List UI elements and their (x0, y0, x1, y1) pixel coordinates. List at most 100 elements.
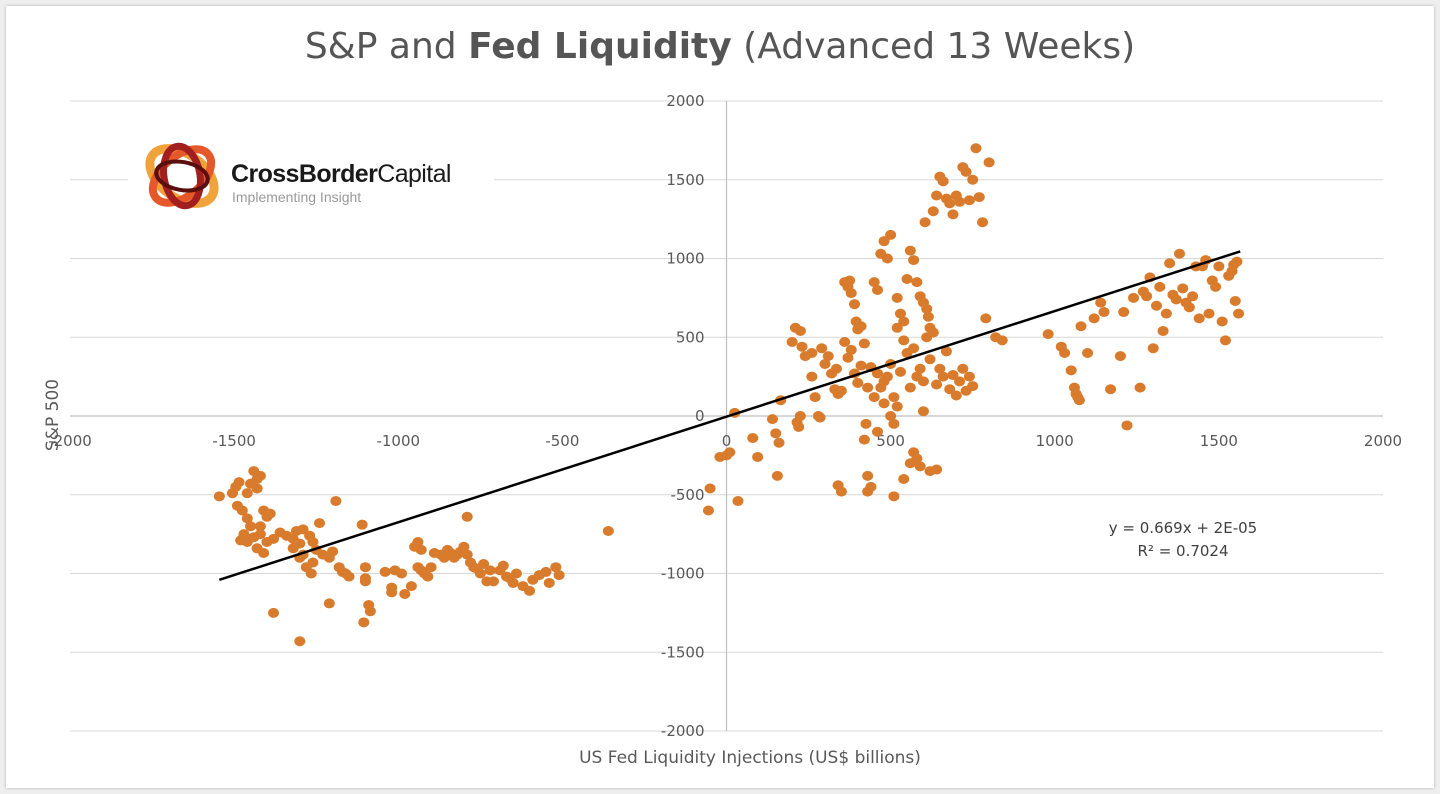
data-point (970, 143, 982, 154)
data-point (839, 336, 851, 347)
data-point (724, 447, 736, 458)
data-point (1233, 308, 1245, 319)
data-point (359, 562, 371, 573)
data-point (415, 544, 427, 555)
data-point (1073, 395, 1085, 406)
data-point (213, 491, 225, 502)
data-point (919, 217, 931, 228)
data-point (924, 322, 936, 333)
data-point (484, 565, 496, 576)
data-point (550, 562, 562, 573)
data-point (773, 437, 785, 448)
trend-r-squared: R² = 0.7024 (1137, 542, 1228, 560)
y-tick-label: 0 (695, 407, 705, 425)
title-prefix: S&P and (304, 26, 469, 67)
title-suffix: (Advanced 13 Weeks) (731, 26, 1136, 67)
data-point (868, 392, 880, 403)
data-point (702, 505, 714, 516)
data-point (330, 496, 342, 507)
data-point (1151, 300, 1163, 311)
data-point (1075, 321, 1087, 332)
data-point (862, 470, 874, 481)
data-point (868, 277, 880, 288)
data-point (1134, 382, 1146, 393)
data-point (954, 196, 966, 207)
data-point (1141, 291, 1153, 302)
data-point (1183, 302, 1195, 313)
data-point (950, 390, 962, 401)
y-tick-label: 500 (676, 328, 705, 346)
data-point (343, 571, 355, 582)
data-point (1147, 343, 1159, 354)
data-point (954, 376, 966, 387)
data-point (927, 206, 939, 217)
data-point (858, 338, 870, 349)
data-point (822, 351, 834, 362)
data-point (300, 562, 312, 573)
data-point (258, 548, 270, 559)
data-point (704, 483, 716, 494)
x-tick-label: 0 (722, 432, 732, 450)
data-point (814, 412, 826, 423)
data-point (1213, 261, 1225, 272)
data-point (254, 521, 266, 532)
data-point (894, 366, 906, 377)
data-point (323, 598, 335, 609)
data-point (881, 253, 893, 264)
data-point (917, 406, 929, 417)
logo-tagline: Implementing Insight (232, 189, 362, 205)
data-point (766, 414, 778, 425)
data-point (412, 537, 424, 547)
data-point (963, 371, 975, 382)
data-point (602, 525, 614, 536)
data-point (732, 496, 744, 507)
x-tick-label: -1000 (376, 432, 420, 450)
y-tick-label: 1500 (666, 171, 704, 189)
data-point (960, 166, 972, 177)
data-point (241, 513, 253, 524)
data-point (233, 477, 245, 488)
data-point (901, 273, 913, 284)
data-point (931, 379, 943, 390)
data-point (967, 381, 979, 392)
data-point (399, 588, 411, 599)
data-point (1229, 296, 1241, 307)
data-point (1187, 291, 1199, 302)
data-point (983, 157, 995, 168)
data-point (878, 398, 890, 409)
data-point (1231, 256, 1243, 267)
data-point (786, 336, 798, 347)
data-point (858, 434, 870, 445)
data-point (908, 343, 920, 354)
data-point (287, 543, 299, 554)
title-bold: Fed Liquidity (468, 26, 732, 67)
y-tick-label: 1000 (666, 250, 704, 268)
data-point (307, 537, 319, 547)
data-point (1118, 307, 1130, 318)
data-point (251, 483, 263, 494)
data-point (888, 491, 900, 502)
data-point (478, 559, 490, 570)
data-point (771, 470, 783, 481)
data-point (957, 363, 969, 374)
data-point (947, 209, 959, 220)
data-point (1082, 348, 1094, 358)
data-point (977, 217, 989, 228)
data-point (313, 518, 325, 529)
data-point (891, 401, 903, 412)
data-point (898, 474, 910, 484)
data-point (911, 453, 923, 464)
data-point (819, 359, 831, 370)
data-point (540, 566, 552, 577)
data-point (881, 371, 893, 382)
data-point (842, 352, 854, 363)
data-point (885, 229, 897, 240)
data-point (1157, 325, 1169, 336)
data-point (871, 285, 883, 295)
data-point (425, 562, 437, 573)
data-point (236, 505, 248, 516)
data-point (917, 376, 929, 387)
y-tick-label: -500 (670, 486, 704, 504)
data-point (809, 392, 821, 403)
y-tick-label: -2000 (661, 722, 705, 740)
